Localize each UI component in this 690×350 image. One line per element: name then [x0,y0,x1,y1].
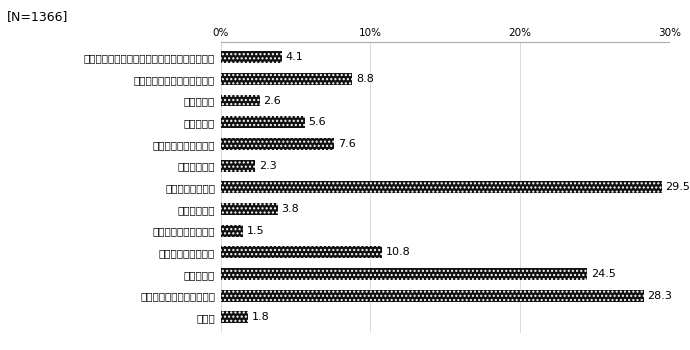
Bar [221,138,335,150]
Bar [221,312,248,323]
Bar [221,94,259,106]
Bar [221,94,259,106]
Bar [221,73,353,85]
Bar [221,181,662,193]
Bar [221,246,382,258]
Text: 24.5: 24.5 [591,269,615,279]
Text: 4.1: 4.1 [286,52,304,62]
Bar [221,312,248,323]
Bar [221,290,644,302]
Text: 28.3: 28.3 [648,290,673,301]
Text: 3.8: 3.8 [282,204,299,214]
Text: 1.5: 1.5 [247,226,264,236]
Text: 8.8: 8.8 [356,74,374,84]
Text: 10.8: 10.8 [386,247,411,257]
Bar [221,51,282,63]
Bar [221,160,255,172]
Text: [N=1366]: [N=1366] [7,10,68,23]
Text: 2.6: 2.6 [264,96,281,106]
Bar [221,290,644,302]
Bar [221,203,277,215]
Bar [221,181,662,193]
Bar [221,268,587,280]
Text: 1.8: 1.8 [251,312,269,322]
Text: 2.3: 2.3 [259,161,277,170]
Text: 29.5: 29.5 [666,182,690,192]
Bar [221,225,244,237]
Bar [221,246,382,258]
Bar [221,138,335,150]
Bar [221,116,304,128]
Bar [221,160,255,172]
Bar [221,203,277,215]
Bar [221,51,282,63]
Text: 5.6: 5.6 [308,117,326,127]
Bar [221,73,353,85]
Bar [221,268,587,280]
Bar [221,225,244,237]
Text: 7.6: 7.6 [338,139,356,149]
Bar [221,116,304,128]
